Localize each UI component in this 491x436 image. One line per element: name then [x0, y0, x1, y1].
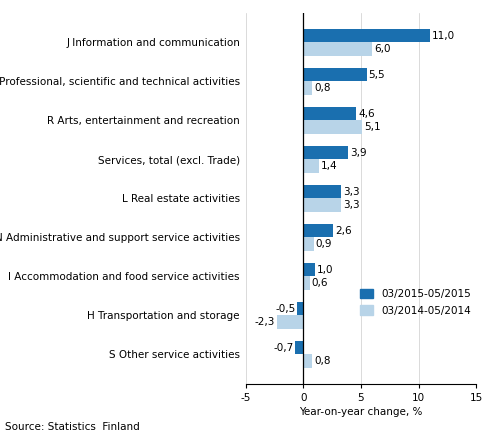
Legend: 03/2015-05/2015, 03/2014-05/2014: 03/2015-05/2015, 03/2014-05/2014	[360, 289, 471, 316]
Text: 3,3: 3,3	[343, 200, 359, 210]
Bar	[303, 276, 310, 290]
Bar	[303, 185, 341, 198]
Text: 5,1: 5,1	[364, 122, 381, 132]
Bar	[303, 42, 372, 56]
Bar	[303, 160, 319, 173]
Text: 0,6: 0,6	[312, 278, 328, 288]
Text: 0,8: 0,8	[314, 83, 330, 93]
Text: 1,4: 1,4	[321, 161, 338, 171]
Text: -2,3: -2,3	[254, 317, 275, 327]
Bar	[303, 354, 312, 368]
Bar	[295, 341, 303, 354]
Bar	[303, 120, 362, 134]
Text: 0,9: 0,9	[315, 239, 332, 249]
Text: 3,9: 3,9	[350, 147, 367, 157]
X-axis label: Year-on-year change, %: Year-on-year change, %	[299, 407, 423, 417]
Bar	[276, 315, 303, 329]
Bar	[303, 68, 367, 82]
Bar	[303, 237, 314, 251]
Text: 4,6: 4,6	[358, 109, 375, 119]
Bar	[303, 263, 315, 276]
Bar	[303, 82, 312, 95]
Bar	[303, 198, 341, 212]
Bar	[303, 29, 430, 42]
Bar	[303, 107, 356, 120]
Text: 0,8: 0,8	[314, 356, 330, 366]
Text: Source: Statistics  Finland: Source: Statistics Finland	[5, 422, 139, 432]
Text: 2,6: 2,6	[335, 225, 352, 235]
Text: 3,3: 3,3	[343, 187, 359, 197]
Text: -0,7: -0,7	[273, 343, 294, 353]
Bar	[303, 146, 348, 160]
Text: 11,0: 11,0	[432, 31, 455, 41]
Bar	[303, 224, 333, 237]
Text: 1,0: 1,0	[317, 265, 333, 275]
Text: -0,5: -0,5	[275, 303, 296, 313]
Text: 6,0: 6,0	[374, 44, 391, 54]
Bar	[298, 302, 303, 315]
Text: 5,5: 5,5	[368, 69, 385, 79]
